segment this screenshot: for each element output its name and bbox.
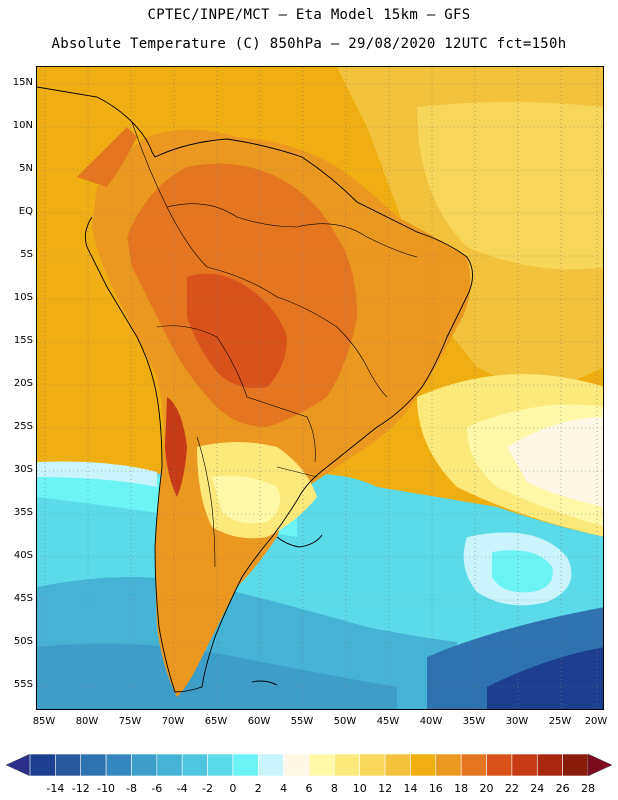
lon-label-30w: 30W [505,716,529,727]
lat-label-5s: 5S [20,249,33,260]
lon-label-20w: 20W [584,716,608,727]
colorbar-swatch [257,753,284,777]
lat-label-35s: 35S [13,507,33,518]
colorbar-label: 22 [504,782,519,795]
colorbar-swatch [308,753,335,777]
colorbar-label: 12 [378,782,393,795]
lat-label-eq: EQ [18,206,33,217]
colorbar-swatch [486,753,513,777]
lon-label-25w: 25W [548,716,572,727]
colorbar-swatch [536,753,563,777]
colorbar-swatch [334,753,361,777]
lon-label-70w: 70W [161,716,185,727]
land-warm-22 [187,273,287,388]
colorbar-swatch [55,753,82,777]
colorbar-label: -6 [151,782,163,795]
lat-label-30s: 30S [13,464,33,475]
colorbar-label: -10 [97,782,116,795]
title-line-1: CPTEC/INPE/MCT – Eta Model 15km – GFS [147,7,471,23]
colorbar-swatch [283,753,310,777]
colorbar-swatch [232,753,259,777]
field-cold-minus14 [487,647,603,709]
colorbar-label: -12 [71,782,90,795]
colorbar-label: 26 [555,782,570,795]
lon-label-85w: 85W [32,716,56,727]
colorbar-label: 8 [330,782,338,795]
colorbar-label: -4 [176,782,188,795]
land-cool-10 [212,475,281,524]
colorbar-label: -2 [202,782,214,795]
colorbar-label: 10 [352,782,367,795]
field-band-14 [417,102,603,270]
lat-label-40s: 40S [13,550,33,561]
colorbar-swatch [131,753,158,777]
field-band-8 [507,417,603,507]
lon-label-55w: 55W [290,716,314,727]
temperature-map [37,67,603,709]
lat-label-10s: 10S [13,292,33,303]
lat-label-20s: 20S [13,378,33,389]
lon-label-40w: 40W [419,716,443,727]
lon-label-75w: 75W [118,716,142,727]
colorbar-swatch [435,753,462,777]
colorbar-swatch [410,753,437,777]
field-cold-4 [37,461,157,487]
colorbar-swatch [181,753,208,777]
lat-label-15n: 15N [12,77,33,88]
lat-label-15s: 15S [13,335,33,346]
lon-label-60w: 60W [247,716,271,727]
coastlines [37,86,473,693]
colorbar-swatch [207,753,234,777]
colorbar-swatch [511,753,538,777]
colorbar-label: 16 [428,782,443,795]
colorbar-label: 18 [454,782,469,795]
colorbar-low-arrow [5,753,31,777]
lat-label-55s: 55S [13,679,33,690]
colorbar-label: 24 [530,782,545,795]
colorbar-label: -14 [46,782,65,795]
colorbar-swatch [384,753,411,777]
colorbar-swatch [359,753,386,777]
colorbar-label: 4 [280,782,288,795]
colorbar-swatch [562,753,589,777]
land-andes-hot [165,397,187,497]
colorbar-swatch [105,753,132,777]
graticule [37,67,603,709]
colorbar-label: 6 [305,782,313,795]
lat-label-50s: 50S [13,636,33,647]
lat-label-10n: 10N [12,120,33,131]
colorbar-label: 0 [229,782,237,795]
title-line-2: Absolute Temperature (C) 850hPa – 29/08/… [51,36,567,52]
lon-label-80w: 80W [75,716,99,727]
colorbar-swatch [156,753,183,777]
field-cold-minus6 [37,643,397,709]
colorbar-swatch [80,753,107,777]
colorbar-label: 14 [403,782,418,795]
colorbar-label: 20 [479,782,494,795]
lat-label-25s: 25S [13,421,33,432]
lon-label-45w: 45W [376,716,400,727]
colorbar [5,753,613,777]
colorbar-swatches [29,753,589,777]
land-andes-north [77,127,137,187]
colorbar-label: -8 [125,782,137,795]
colorbar-label: 2 [254,782,262,795]
lon-label-50w: 50W [333,716,357,727]
lon-label-35w: 35W [462,716,486,727]
lat-label-5n: 5N [19,163,33,174]
colorbar-swatch [29,753,56,777]
map-panel [36,66,604,710]
colorbar-high-arrow [587,753,613,777]
colorbar-label: 28 [581,782,595,795]
country-borders [131,121,418,568]
field-swirl-inner [492,550,553,593]
lat-label-45s: 45S [13,593,33,604]
lon-label-65w: 65W [204,716,228,727]
colorbar-swatch [460,753,487,777]
